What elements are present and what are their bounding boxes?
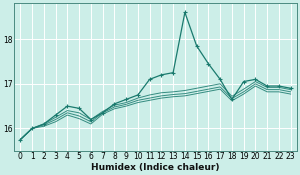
X-axis label: Humidex (Indice chaleur): Humidex (Indice chaleur)	[91, 163, 220, 172]
